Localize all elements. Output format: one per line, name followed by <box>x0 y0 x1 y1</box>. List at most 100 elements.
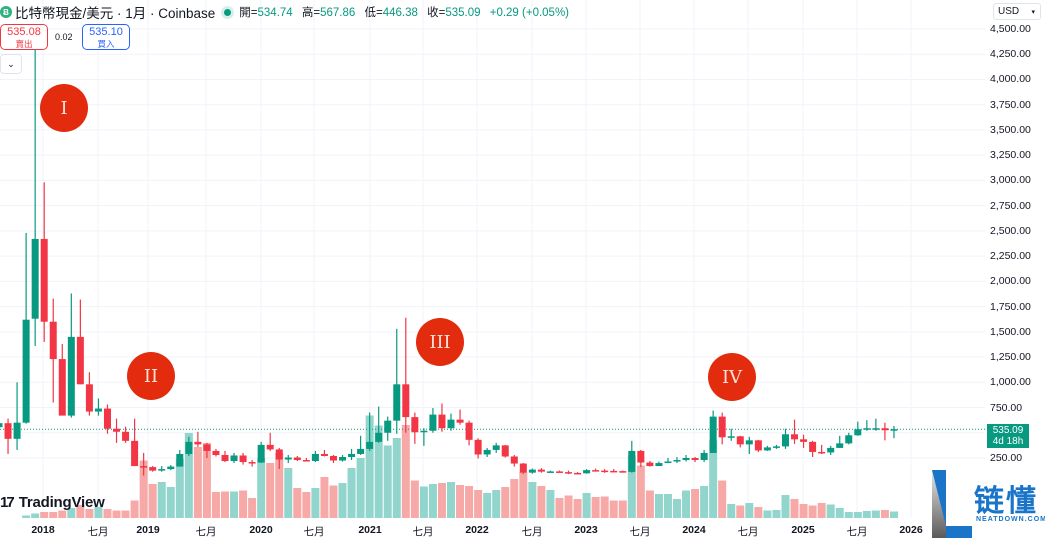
candle <box>565 472 573 474</box>
chevron-down-icon: ⌄ <box>7 58 15 69</box>
candle <box>13 422 21 439</box>
wave-marker-I: I <box>40 84 88 132</box>
spread-value: 0.02 <box>55 32 73 42</box>
time-axis-label: 七月 <box>737 526 759 538</box>
candle <box>411 417 419 433</box>
price-axis-label: 3,250.00 <box>990 149 1031 162</box>
candle <box>818 451 826 454</box>
symbol-title[interactable]: 比特幣現金/美元 · 1月 · Coinbase <box>15 6 216 21</box>
candle <box>366 441 374 449</box>
candle <box>320 453 328 456</box>
candle <box>58 359 66 416</box>
candle <box>67 336 75 416</box>
sell-price: 535.08 <box>7 26 41 38</box>
candle <box>709 416 717 453</box>
open-value: 534.74 <box>257 7 293 19</box>
candle <box>85 384 93 412</box>
volume-bars <box>22 415 898 518</box>
candle <box>266 444 274 450</box>
buy-button[interactable]: 535.10 買入 <box>82 24 130 50</box>
candle <box>194 441 202 445</box>
time-axis-label: 2022 <box>465 524 489 536</box>
currency-select[interactable]: USD ▾ <box>993 3 1041 20</box>
candle <box>113 428 121 432</box>
time-axis-label: 2026 <box>899 524 923 536</box>
candle <box>176 453 184 467</box>
candle <box>393 384 401 421</box>
chart-header: Ƀ 比特幣現金/美元 · 1月 · Coinbase 開=534.74 高=56… <box>0 3 575 21</box>
candle <box>248 462 256 464</box>
sell-button[interactable]: 535.08 賣出 <box>0 24 48 50</box>
price-axis-label: 1,000.00 <box>990 376 1031 389</box>
market-open-status-icon <box>224 8 232 16</box>
neatdown-watermark: 链懂 NEATDOWN.COM <box>930 468 1045 538</box>
candle <box>691 458 699 461</box>
candle <box>357 448 365 454</box>
candle <box>203 444 211 451</box>
time-axis-label: 七月 <box>846 526 868 538</box>
candle <box>881 428 889 431</box>
candle <box>637 450 645 463</box>
collapse-legend-button[interactable]: ⌄ <box>0 54 22 74</box>
candle <box>555 471 563 473</box>
candle <box>601 470 609 473</box>
candle <box>212 450 220 455</box>
candle <box>718 416 726 438</box>
candle <box>275 449 283 460</box>
buy-label: 買入 <box>97 39 115 49</box>
candle <box>827 447 835 453</box>
candle <box>158 469 166 471</box>
candle <box>592 470 600 472</box>
candle <box>140 466 148 468</box>
low-value: 446.38 <box>382 7 418 19</box>
time-axis-label: 2023 <box>574 524 598 536</box>
price-axis-label: 4,500.00 <box>990 23 1031 35</box>
time-axis-label: 2025 <box>791 524 815 536</box>
candle <box>474 439 482 455</box>
candle <box>510 456 518 464</box>
tradingview-logo-icon: 17 <box>0 494 15 511</box>
tradingview-logo[interactable]: 17 TradingView <box>0 494 105 511</box>
time-axis-label: 2024 <box>682 524 706 536</box>
time-axis-label: 七月 <box>87 526 109 538</box>
candle <box>420 430 428 433</box>
candle <box>745 440 753 445</box>
candle <box>49 321 57 360</box>
price-axis-label: 1,250.00 <box>990 351 1031 364</box>
buy-price: 535.10 <box>89 26 123 38</box>
change-value: +0.29 (+0.05%) <box>489 7 570 19</box>
candle <box>727 436 735 438</box>
candle <box>94 408 102 412</box>
candle <box>574 472 582 475</box>
time-axis-label: 2019 <box>136 524 160 536</box>
candle <box>103 408 111 429</box>
candle <box>583 470 591 474</box>
candle <box>0 423 3 428</box>
candle <box>528 469 536 473</box>
candle <box>167 466 175 470</box>
price-axis-label: 3,500.00 <box>990 123 1031 136</box>
candle <box>239 455 247 463</box>
candle <box>40 238 48 322</box>
last-price-tag: 535.09 4d 18h <box>987 424 1029 448</box>
candle <box>519 463 527 473</box>
time-axis-label: 七月 <box>412 526 434 538</box>
candle <box>456 419 464 423</box>
candle <box>772 446 780 448</box>
candle <box>429 414 437 431</box>
candle <box>438 414 446 429</box>
candle <box>465 422 473 440</box>
candle <box>302 460 310 462</box>
chart-grid <box>0 0 985 518</box>
candle <box>384 420 392 433</box>
candle <box>402 384 410 418</box>
wave-marker-II: II <box>127 352 175 400</box>
candle <box>257 444 265 463</box>
candle <box>700 452 708 461</box>
candle <box>329 455 337 461</box>
candle <box>339 456 347 461</box>
candle <box>863 428 871 430</box>
time-axis-label: 七月 <box>303 526 325 538</box>
time-axis-label: 七月 <box>195 526 217 538</box>
